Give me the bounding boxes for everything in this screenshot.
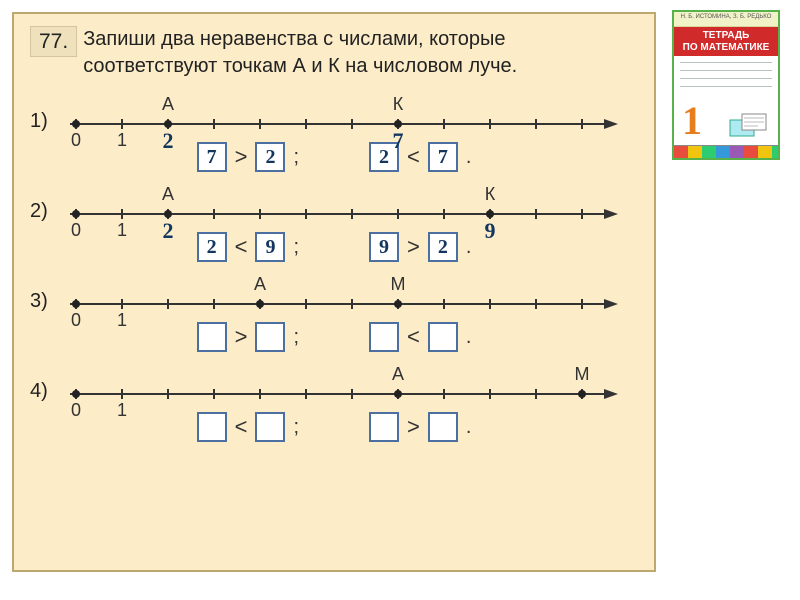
handwritten-value: 9 xyxy=(485,218,496,244)
comparison-operator: > xyxy=(235,324,248,350)
point-label: М xyxy=(391,274,406,295)
separator: . xyxy=(466,236,472,259)
comparison-operator: < xyxy=(235,414,248,440)
handwritten-value: 7 xyxy=(393,128,404,154)
inequality: <; xyxy=(197,412,299,442)
separator: . xyxy=(466,326,472,349)
subproblem-index: 2) xyxy=(30,178,54,223)
subproblem-index: 4) xyxy=(30,358,54,403)
number-line: 01АМ xyxy=(62,358,638,408)
separator: . xyxy=(466,146,472,169)
book-top-stripe: Н. Б. ИСТОМИНА, З. Б. РЕДЬКО xyxy=(674,12,778,27)
answer-box[interactable] xyxy=(197,322,227,352)
point-label: А xyxy=(254,274,266,295)
separator: ; xyxy=(293,146,299,169)
answer-box[interactable] xyxy=(428,412,458,442)
point-label: М xyxy=(575,364,590,385)
axis-number: 1 xyxy=(117,220,127,241)
inequality: 9 >2. xyxy=(369,232,471,262)
number-line: 01АМ xyxy=(62,268,638,318)
inequality: >; xyxy=(197,322,299,352)
answer-box[interactable] xyxy=(369,412,399,442)
book-grade-number: 1 xyxy=(682,97,702,144)
book-art-icon xyxy=(728,110,770,140)
separator: . xyxy=(466,416,472,439)
number-line: 01АК29 xyxy=(62,178,638,228)
separator: ; xyxy=(293,416,299,439)
inequality: >. xyxy=(369,412,471,442)
book-bottom-rainbow xyxy=(674,145,778,158)
problem-block: 2)01АК292<9;9>2. xyxy=(30,178,638,262)
problem-block: 4) 0 1 А М <; >. xyxy=(30,358,638,442)
handwritten-value: 2 xyxy=(163,128,174,154)
point-label: А xyxy=(162,94,174,115)
worksheet-page: 77. Запиши два неравенства с числами, ко… xyxy=(12,12,656,572)
separator: ; xyxy=(293,236,299,259)
answer-box[interactable]: 2 xyxy=(255,142,285,172)
answer-box[interactable]: 2 xyxy=(428,232,458,262)
problems-container: 1)01АК277>2;2<7.2)01АК292<9;9>2.3)01АМ>;… xyxy=(30,88,638,442)
comparison-operator: < xyxy=(407,144,420,170)
axis-number: 1 xyxy=(117,130,127,151)
comparison-operator: > xyxy=(407,234,420,260)
answer-box[interactable] xyxy=(197,412,227,442)
inequality: 2<7. xyxy=(369,142,471,172)
answer-box[interactable] xyxy=(369,322,399,352)
separator: ; xyxy=(293,326,299,349)
comparison-operator: < xyxy=(235,234,248,260)
inequality: <. xyxy=(369,322,471,352)
inequality: 2 <9; xyxy=(197,232,299,262)
axis-number: 1 xyxy=(117,310,127,331)
problem-header: 77. Запиши два неравенства с числами, ко… xyxy=(30,26,638,80)
answer-box[interactable]: 2 xyxy=(197,232,227,262)
axis-number: 0 xyxy=(71,130,81,151)
handwritten-value: 2 xyxy=(163,218,174,244)
answer-box[interactable] xyxy=(428,322,458,352)
comparison-operator: < xyxy=(407,324,420,350)
axis-number: 1 xyxy=(117,400,127,421)
inequality: 7 >2; xyxy=(197,142,299,172)
problem-number: 77. xyxy=(30,26,77,57)
point-label: К xyxy=(393,94,404,115)
point-label: А xyxy=(162,184,174,205)
comparison-operator: > xyxy=(235,144,248,170)
axis-number: 0 xyxy=(71,220,81,241)
answer-box[interactable]: 7 xyxy=(197,142,227,172)
answer-box[interactable] xyxy=(255,322,285,352)
answer-box[interactable] xyxy=(255,412,285,442)
book-title: ТЕТРАДЬПО МАТЕМАТИКЕ xyxy=(674,27,778,56)
subproblem-index: 3) xyxy=(30,268,54,313)
point-label: А xyxy=(392,364,404,385)
book-authors: Н. Б. ИСТОМИНА, З. Б. РЕДЬКО xyxy=(674,12,778,20)
axis-number: 0 xyxy=(71,400,81,421)
point-label: К xyxy=(485,184,496,205)
problem-text: Запиши два неравенства с числами, которы… xyxy=(83,26,638,80)
number-line: 01АК27 xyxy=(62,88,638,138)
subproblem-index: 1) xyxy=(30,88,54,133)
problem-block: 1)01АК277>2;2<7. xyxy=(30,88,638,172)
workbook-cover: Н. Б. ИСТОМИНА, З. Б. РЕДЬКО ТЕТРАДЬПО М… xyxy=(672,10,780,160)
comparison-operator: > xyxy=(407,414,420,440)
answer-box[interactable]: 9 xyxy=(369,232,399,262)
problem-block: 3) 0 1 А М >; <. xyxy=(30,268,638,352)
answer-box[interactable]: 7 xyxy=(428,142,458,172)
axis-number: 0 xyxy=(71,310,81,331)
answer-box[interactable]: 9 xyxy=(255,232,285,262)
